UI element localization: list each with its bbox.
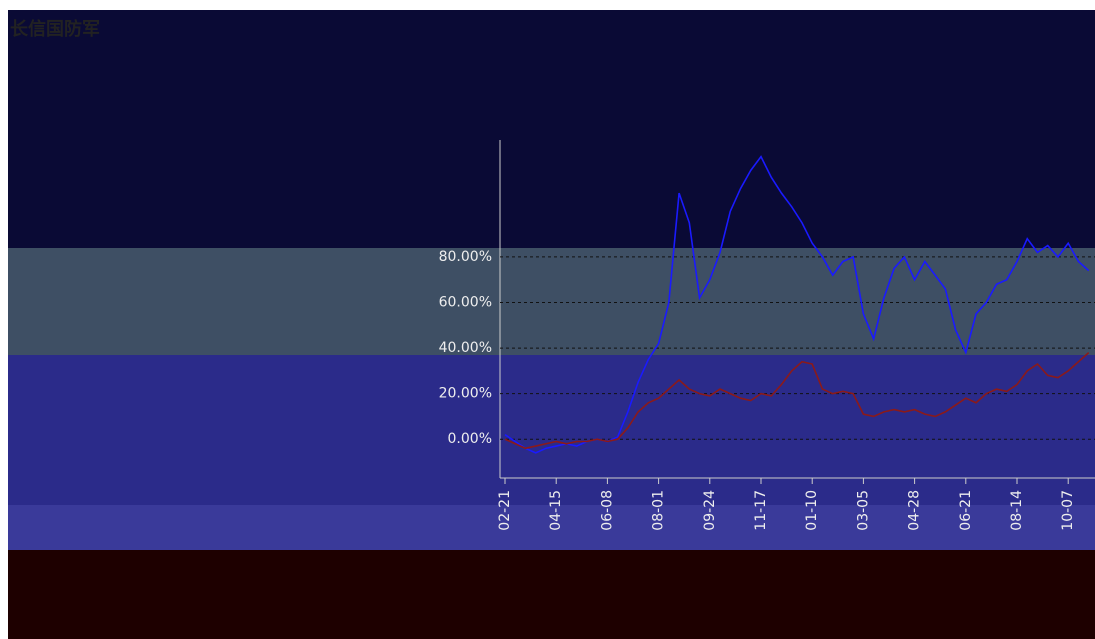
x-tick-label: 08-14	[1009, 490, 1025, 531]
y-tick-label: 0.00%	[448, 431, 492, 447]
x-tick-label: 04-15	[548, 490, 564, 531]
x-tick-label: 09-24	[702, 490, 718, 531]
series-line	[504, 352, 1090, 450]
y-tick-label: 60.00%	[439, 295, 492, 311]
x-tick-label: 02-21	[497, 490, 513, 531]
y-tick-label: 20.00%	[439, 386, 492, 402]
axis-band	[8, 505, 1095, 550]
lower-band	[8, 355, 1095, 505]
x-tick-label: 10-07	[1060, 490, 1076, 531]
x-tick-label: 01-10	[804, 490, 820, 531]
middle-band	[8, 248, 1095, 355]
x-tick-label: 06-21	[958, 490, 974, 531]
x-tick-label: 08-01	[651, 490, 667, 531]
x-tick-label: 03-05	[855, 490, 871, 531]
x-tick-label: 04-28	[907, 490, 923, 531]
x-tick-label: 06-08	[599, 490, 615, 531]
top-band	[8, 10, 1095, 248]
chart-title: 长信国防军	[10, 18, 100, 40]
x-tick-label: 11-17	[753, 490, 769, 531]
y-tick-label: 40.00%	[439, 340, 492, 356]
y-tick-label: 80.00%	[439, 249, 492, 265]
bottom-band	[8, 550, 1095, 639]
